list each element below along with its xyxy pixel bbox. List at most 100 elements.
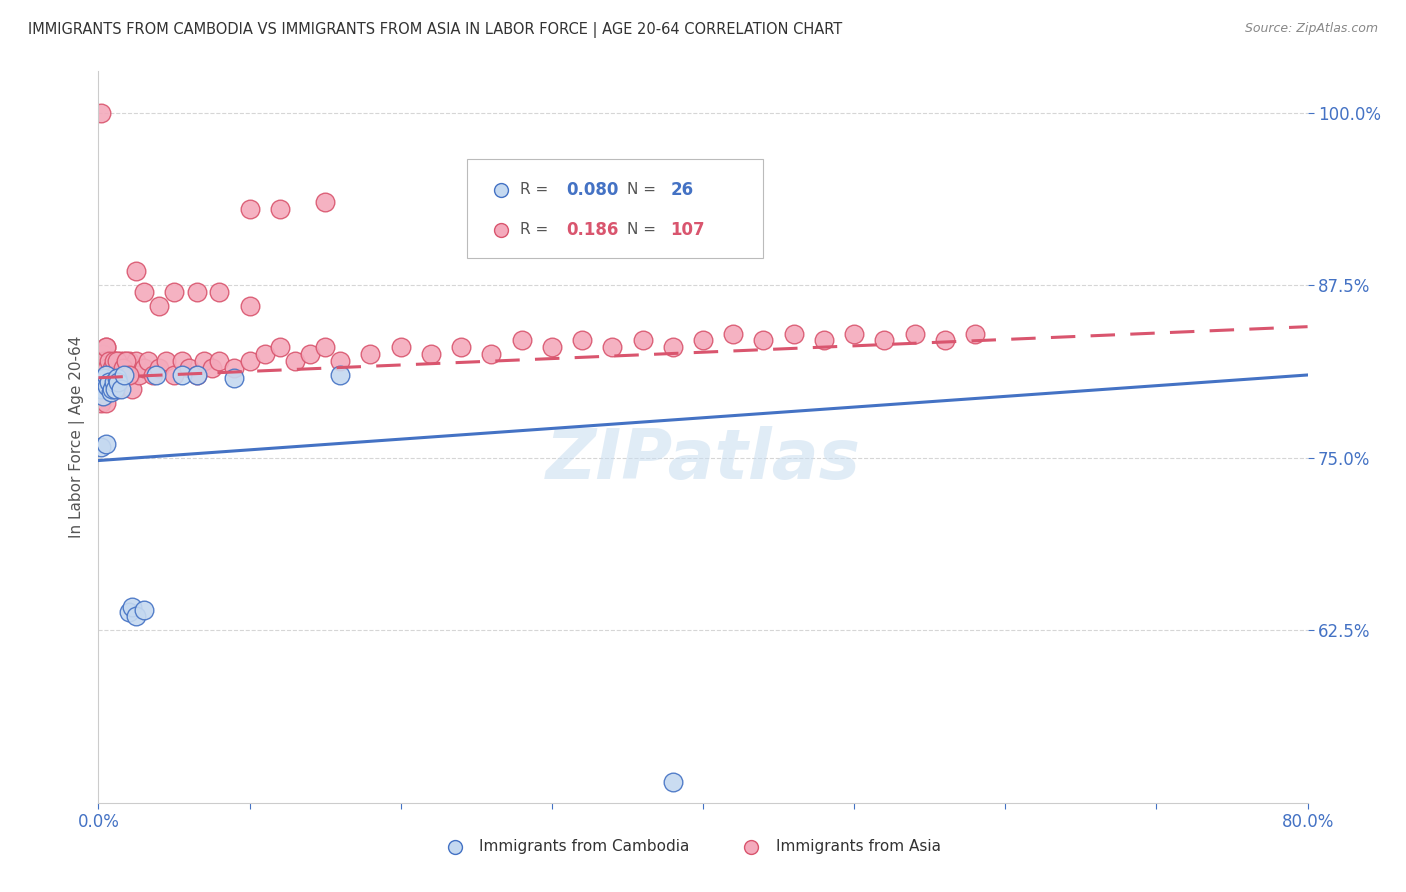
Point (591, 404, 613, 418)
Point (121, 382, 143, 396)
Point (253, 347, 276, 361)
Point (661, 775, 683, 789)
Point (208, 354, 231, 368)
Point (91, 347, 114, 361)
Point (90, 440, 112, 454)
Point (91, 368, 114, 382)
Point (128, 368, 150, 382)
Text: 0.186: 0.186 (567, 220, 619, 238)
Point (112, 368, 135, 382)
Point (94, 340, 117, 354)
Point (91, 389, 114, 403)
Point (284, 354, 307, 368)
Point (121, 599, 143, 614)
Point (965, 326, 987, 341)
Point (103, 354, 125, 368)
Point (224, 370, 246, 384)
Point (93, 368, 115, 382)
Point (239, 202, 262, 217)
Point (591, 329, 613, 343)
Point (96, 379, 118, 393)
Point (91, 368, 114, 382)
Point (96, 354, 118, 368)
Point (329, 354, 352, 368)
Point (104, 354, 127, 368)
Point (602, 340, 624, 354)
Point (239, 299, 262, 313)
Point (110, 361, 132, 376)
Point (104, 368, 127, 382)
Point (420, 347, 443, 361)
Point (90, 382, 112, 396)
Point (661, 340, 683, 354)
Point (108, 368, 131, 382)
Point (100, 368, 122, 382)
Point (98, 361, 121, 376)
Point (170, 354, 193, 368)
Point (90, 354, 112, 368)
Point (112, 354, 135, 368)
Point (100, 384, 122, 399)
Text: Source: ZipAtlas.com: Source: ZipAtlas.com (1244, 22, 1378, 36)
Point (98, 375, 121, 389)
Text: R =: R = (520, 183, 554, 197)
Point (105, 354, 128, 368)
Point (481, 347, 503, 361)
Point (125, 609, 148, 624)
Point (107, 368, 129, 382)
Point (105, 382, 128, 396)
Point (96, 361, 118, 376)
Point (103, 375, 125, 389)
Point (904, 326, 927, 341)
Point (692, 334, 714, 348)
Point (107, 375, 129, 389)
Text: ZIPatlas: ZIPatlas (546, 425, 860, 492)
Point (201, 361, 224, 376)
Point (132, 285, 155, 300)
Point (224, 361, 246, 376)
Text: R =: R = (520, 222, 554, 237)
Point (170, 368, 193, 382)
Point (844, 326, 866, 341)
Point (239, 354, 262, 368)
Point (873, 334, 896, 348)
Point (934, 334, 956, 348)
Point (783, 326, 806, 341)
Point (115, 361, 138, 376)
Point (145, 368, 167, 382)
Point (94, 437, 117, 451)
Point (120, 368, 142, 382)
Point (186, 285, 208, 300)
Point (299, 347, 322, 361)
Point (100, 354, 122, 368)
Point (103, 361, 125, 376)
Point (148, 361, 170, 376)
Point (389, 340, 412, 354)
Point (90, 382, 112, 396)
Point (108, 354, 131, 368)
Point (98, 354, 121, 368)
Point (510, 334, 533, 348)
Point (329, 368, 352, 382)
Point (571, 334, 593, 348)
Point (94, 340, 117, 354)
Point (101, 361, 124, 376)
Point (103, 368, 125, 382)
Point (104, 368, 127, 382)
Point (118, 354, 141, 368)
Point (122, 361, 145, 376)
Point (360, 347, 382, 361)
Point (105, 361, 128, 376)
Text: 107: 107 (671, 220, 704, 238)
Point (96, 368, 118, 382)
Point (723, 326, 745, 341)
Text: Immigrants from Asia: Immigrants from Asia (776, 839, 941, 855)
Text: N =: N = (627, 222, 661, 237)
Point (450, 340, 472, 354)
Point (125, 264, 148, 278)
Point (90, 395, 112, 409)
Point (90, 105, 112, 120)
Point (101, 382, 124, 396)
Point (110, 382, 132, 396)
Text: 0.080: 0.080 (567, 181, 619, 199)
